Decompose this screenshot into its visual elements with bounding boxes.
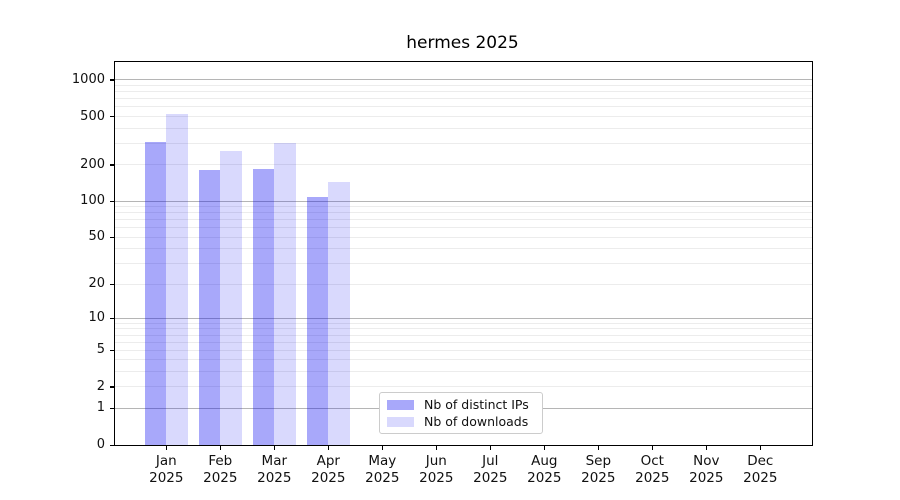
y-tick-label: 100 bbox=[80, 193, 105, 209]
x-tick-label: Feb 2025 bbox=[203, 453, 238, 486]
minor-gridline bbox=[115, 328, 812, 330]
x-tick-label: Jun 2025 bbox=[419, 453, 454, 486]
legend-item-distinct-ips: Nb of distinct IPs bbox=[387, 397, 534, 412]
minor-gridline bbox=[115, 164, 812, 166]
plot-area: 0 1 2 5 10 20 50 100 200 500 1000 Jan 2025 Feb 2025… bbox=[72, 61, 813, 486]
x-tick-mark bbox=[381, 446, 383, 450]
y-tick-label: 500 bbox=[80, 108, 105, 124]
x-tick-mark bbox=[165, 446, 167, 450]
legend-label-downloads: Nb of downloads bbox=[424, 414, 529, 429]
minor-gridline bbox=[115, 334, 812, 336]
minor-gridline bbox=[115, 283, 812, 285]
y-tick-mark bbox=[110, 407, 114, 410]
x-tick-mark bbox=[219, 446, 221, 450]
y-tick-label: 5 bbox=[96, 342, 105, 358]
y-tick-mark bbox=[110, 349, 114, 352]
minor-gridline bbox=[115, 227, 812, 229]
legend-label-distinct-ips: Nb of distinct IPs bbox=[424, 397, 529, 412]
y-tick-mark bbox=[110, 116, 114, 118]
x-tick-mark bbox=[327, 446, 329, 450]
y-tick-mark bbox=[110, 164, 114, 166]
minor-gridline bbox=[115, 322, 812, 324]
y-tick-label: 0 bbox=[96, 437, 105, 452]
x-tick-label: Sep 2025 bbox=[581, 453, 616, 486]
y-tick-mark bbox=[110, 200, 114, 202]
y-tick-label: 1 bbox=[96, 400, 105, 416]
y-tick-label: 50 bbox=[88, 229, 105, 245]
legend: Nb of distinct IPs Nb of downloads bbox=[379, 392, 543, 434]
chart-title: hermes 2025 bbox=[406, 33, 519, 53]
bar-downloads bbox=[274, 143, 296, 445]
minor-gridline bbox=[115, 349, 812, 351]
minor-gridline bbox=[115, 359, 812, 361]
y-tick-mark bbox=[110, 317, 114, 319]
minor-gridline bbox=[115, 206, 812, 208]
x-tick-mark bbox=[435, 446, 437, 450]
minor-gridline bbox=[115, 236, 812, 238]
y-tick-mark bbox=[110, 236, 114, 238]
minor-gridline bbox=[115, 85, 812, 87]
minor-gridline bbox=[115, 142, 812, 144]
minor-gridline bbox=[115, 341, 812, 343]
y-tick-mark bbox=[110, 79, 114, 81]
y-tick-label: 20 bbox=[88, 276, 105, 292]
x-tick-label: Jul 2025 bbox=[473, 453, 508, 486]
x-tick-mark bbox=[597, 446, 599, 450]
major-gridline bbox=[115, 317, 812, 319]
bar-distinct-ips bbox=[306, 197, 329, 445]
minor-gridline bbox=[115, 106, 812, 108]
minor-gridline bbox=[115, 91, 812, 93]
minor-gridline bbox=[115, 219, 812, 221]
minor-gridline bbox=[115, 98, 812, 100]
x-tick-label: May 2025 bbox=[365, 453, 400, 486]
x-tick-mark bbox=[651, 446, 653, 450]
x-tick-label: Apr 2025 bbox=[311, 453, 346, 486]
x-tick-label: Oct 2025 bbox=[635, 453, 670, 486]
x-tick-mark bbox=[273, 446, 275, 450]
legend-swatch-distinct-ips bbox=[387, 399, 414, 410]
legend-swatch-downloads bbox=[387, 416, 414, 427]
minor-gridline bbox=[115, 386, 812, 388]
legend-item-downloads: Nb of downloads bbox=[387, 414, 534, 429]
x-tick-label: Nov 2025 bbox=[689, 453, 724, 486]
minor-gridline bbox=[115, 127, 812, 129]
bar-distinct-ips bbox=[252, 168, 275, 445]
x-tick-label: Aug 2025 bbox=[527, 453, 562, 486]
bar-distinct-ips bbox=[144, 141, 167, 445]
minor-gridline bbox=[115, 263, 812, 265]
x-tick-label: Mar 2025 bbox=[257, 453, 292, 486]
y-tick-mark bbox=[110, 283, 114, 285]
minor-gridline bbox=[115, 116, 812, 118]
y-tick-label: 1000 bbox=[71, 71, 105, 87]
x-tick-mark bbox=[705, 446, 707, 450]
major-gridline bbox=[115, 79, 812, 81]
y-tick-label: 10 bbox=[88, 310, 105, 326]
bar-downloads bbox=[166, 113, 188, 445]
bar-downloads bbox=[328, 181, 350, 445]
x-tick-mark bbox=[489, 446, 491, 450]
x-tick-label: Dec 2025 bbox=[743, 453, 778, 486]
bar-distinct-ips bbox=[198, 170, 221, 445]
y-tick-mark bbox=[110, 444, 114, 446]
y-tick-label: 2 bbox=[96, 378, 105, 394]
minor-gridline bbox=[115, 371, 812, 373]
major-gridline bbox=[115, 200, 812, 202]
y-tick-mark bbox=[110, 386, 114, 388]
minor-gridline bbox=[115, 212, 812, 214]
x-tick-mark bbox=[759, 446, 761, 450]
x-tick-mark bbox=[543, 446, 545, 450]
y-tick-label: 200 bbox=[80, 156, 105, 172]
x-tick-label: Jan 2025 bbox=[149, 453, 184, 486]
minor-gridline bbox=[115, 248, 812, 250]
bar-downloads bbox=[220, 151, 242, 445]
